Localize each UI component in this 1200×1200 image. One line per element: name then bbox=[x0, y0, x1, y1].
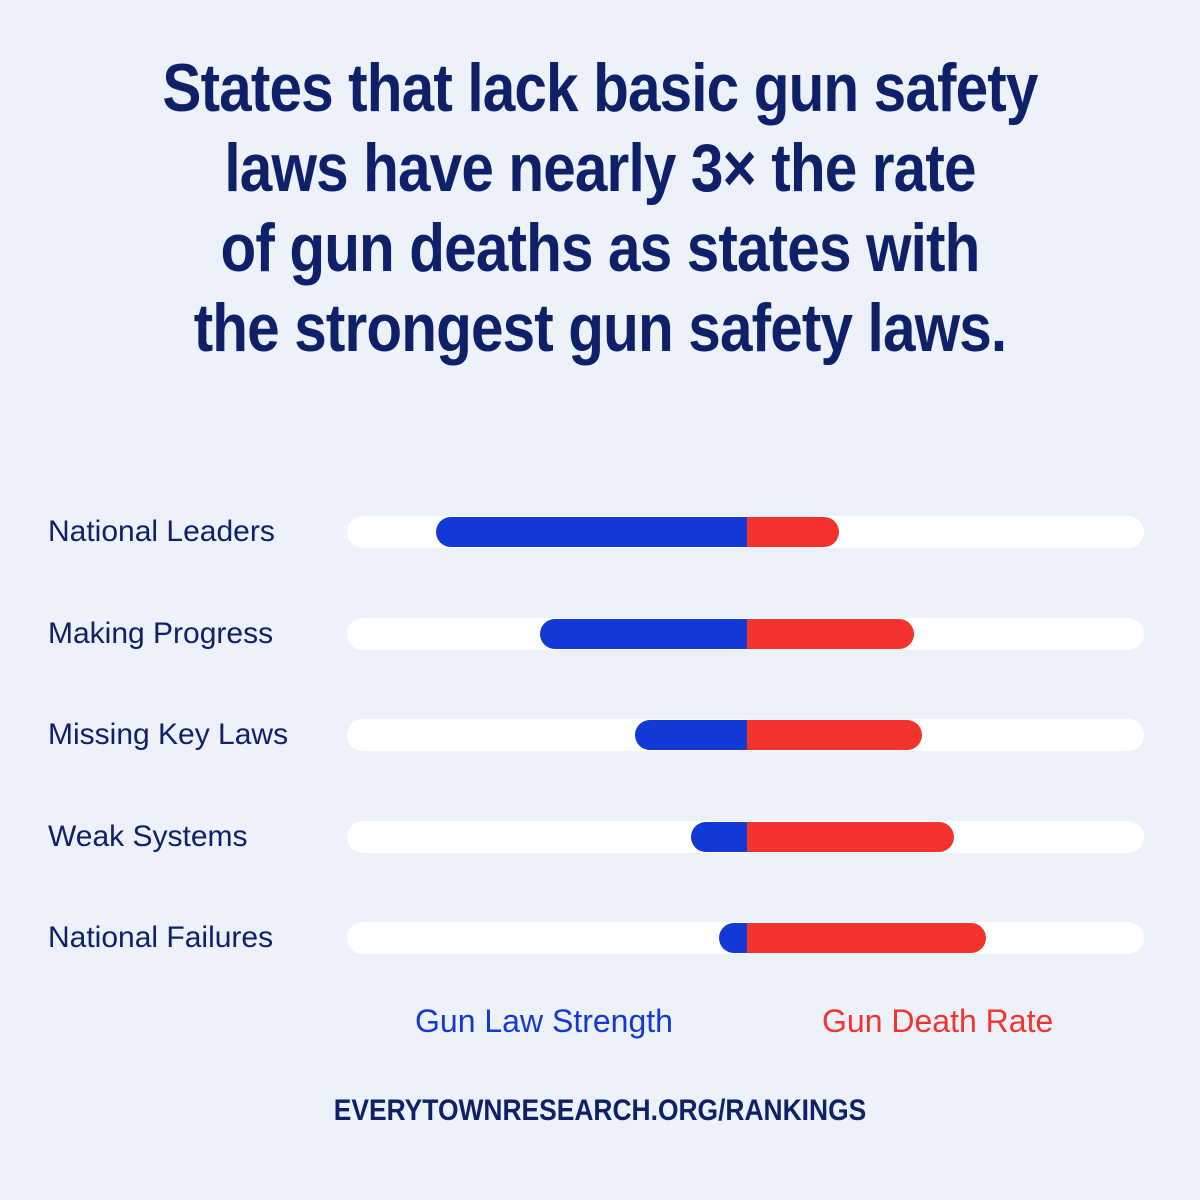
gun-law-strength-bar bbox=[539, 618, 747, 649]
headline-line: of gun deaths as states with bbox=[220, 210, 980, 286]
headline-line: States that lack basic gun safety bbox=[162, 50, 1038, 126]
headline-line: the strongest gun safety laws. bbox=[193, 290, 1007, 366]
gun-law-strength-bar bbox=[719, 923, 747, 953]
legend-gun-law-strength: Gun Law Strength bbox=[415, 1003, 673, 1039]
row-label: Making Progress bbox=[48, 616, 274, 650]
footer-url[interactable]: EVERYTOWNRESEARCH.ORG/RANKINGS bbox=[333, 1094, 867, 1127]
gun-death-rate-bar bbox=[747, 618, 915, 649]
gun-death-rate-bar bbox=[747, 923, 987, 953]
row-label: Missing Key Laws bbox=[48, 718, 289, 751]
gun-death-rate-bar bbox=[747, 517, 839, 547]
headline-line: laws have nearly 3× the rate bbox=[224, 130, 976, 206]
headline: States that lack basic gun safety laws h… bbox=[84, 48, 1116, 368]
gun-death-rate-bar bbox=[747, 821, 955, 852]
row-label: National Leaders bbox=[48, 515, 275, 548]
gun-law-strength-bar bbox=[691, 821, 747, 852]
gun-law-strength-bar bbox=[436, 517, 747, 547]
legend-gun-death-rate: Gun Death Rate bbox=[822, 1003, 1054, 1039]
gun-law-strength-bar bbox=[635, 720, 747, 750]
row-label: National Failures bbox=[48, 921, 274, 954]
gun-death-rate-bar bbox=[747, 720, 923, 750]
row-label: Weak Systems bbox=[48, 819, 248, 853]
